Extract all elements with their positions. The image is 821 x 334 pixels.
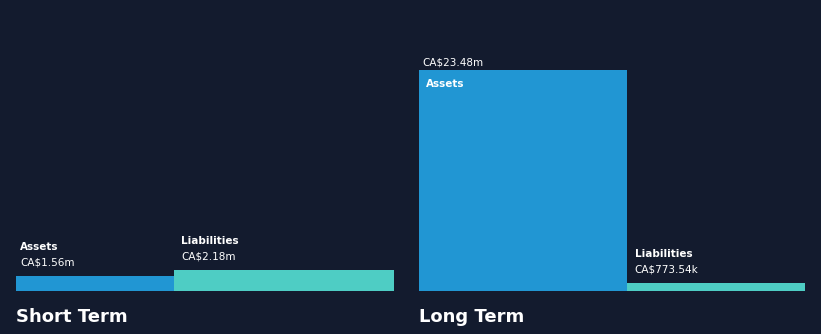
- Text: CA$1.56m: CA$1.56m: [21, 257, 75, 267]
- Text: Short Term: Short Term: [16, 308, 128, 326]
- Text: Long Term: Long Term: [419, 308, 524, 326]
- Text: Assets: Assets: [426, 79, 465, 89]
- Text: Liabilities: Liabilities: [181, 236, 239, 246]
- Bar: [174, 270, 394, 291]
- Bar: [419, 70, 627, 291]
- Text: Liabilities: Liabilities: [635, 249, 692, 259]
- Text: Assets: Assets: [21, 241, 58, 252]
- Bar: [16, 276, 174, 291]
- Text: CA$23.48m: CA$23.48m: [423, 58, 484, 68]
- Text: CA$773.54k: CA$773.54k: [635, 265, 699, 275]
- Bar: [627, 283, 805, 291]
- Text: CA$2.18m: CA$2.18m: [181, 251, 236, 261]
